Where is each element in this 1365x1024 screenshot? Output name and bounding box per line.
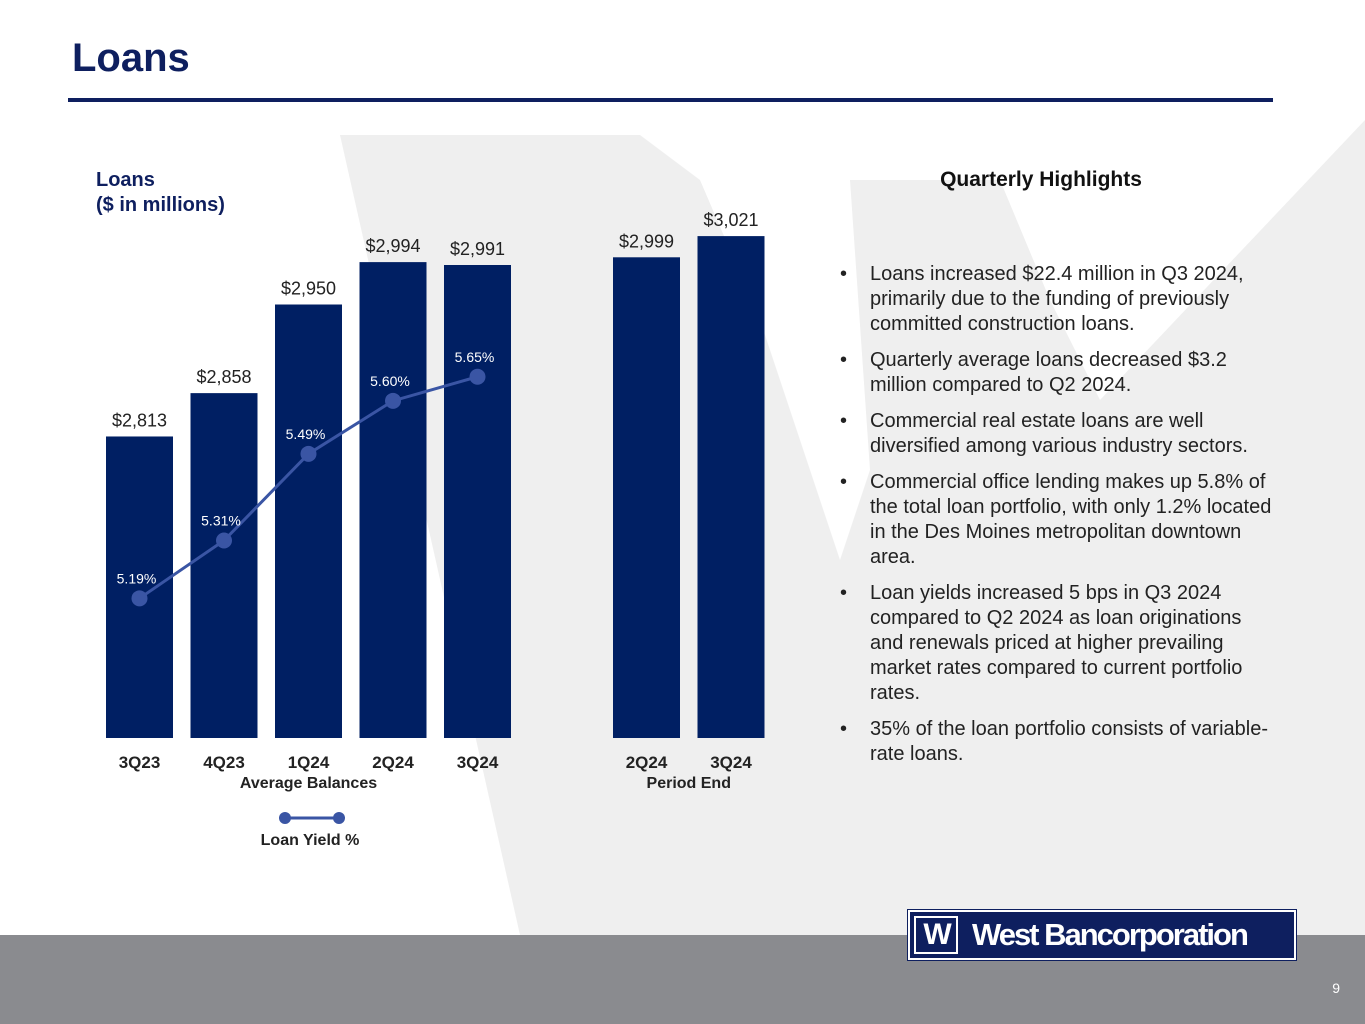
bar [190,393,258,738]
legend-marker [279,812,291,824]
highlight-item: Loan yields increased 5 bps in Q3 2024 c… [836,581,1276,706]
bar [359,262,427,738]
legend-label: Loan Yield % [261,832,360,849]
chart-title-line2: ($ in millions) [96,194,225,216]
company-logo: W West Bancorporation [907,909,1297,961]
bar-value-label: $2,858 [196,367,251,387]
bar [444,265,511,738]
logo-w-icon: W [914,916,958,954]
highlights-title: Quarterly Highlights [940,168,1142,191]
yield-point [385,392,401,409]
chart-title-line1: Loans [96,169,155,191]
yield-label: 5.60% [370,373,410,389]
yield-point [469,368,486,385]
category-tick-label: 2Q24 [372,753,414,772]
bar-value-label: $2,999 [619,231,674,251]
highlight-item: Commercial real estate loans are well di… [836,409,1276,459]
bar-value-label: $2,813 [112,410,167,430]
yield-point [131,590,148,607]
yield-label: 5.19% [117,570,157,586]
bar-value-label: $2,950 [281,279,336,299]
title-divider [68,98,1273,102]
legend-marker [333,812,345,824]
category-tick-label: 3Q24 [710,753,752,772]
group-label: Average Balances [240,775,377,792]
page-number: 9 [1332,980,1340,996]
yield-label: 5.49% [286,426,326,442]
bar-value-label: $2,991 [450,239,505,259]
bar-value-label: $3,021 [703,210,758,230]
category-tick-label: 3Q24 [457,753,499,772]
group-label: Period End [647,775,731,792]
yield-label: 5.31% [201,513,241,529]
highlight-item: 35% of the loan portfolio consists of va… [836,717,1276,767]
yield-point [300,445,317,462]
bar [613,257,680,738]
highlights-list: Loans increased $22.4 million in Q3 2024… [836,262,1276,778]
category-tick-label: 2Q24 [626,753,668,772]
bar [275,304,342,738]
highlight-item: Commercial office lending makes up 5.8% … [836,470,1276,570]
yield-point [216,532,232,549]
yield-label: 5.65% [455,349,495,365]
highlight-item: Quarterly average loans decreased $3.2 m… [836,348,1276,398]
bar [106,436,173,738]
highlight-item: Loans increased $22.4 million in Q3 2024… [836,262,1276,337]
bar [697,236,765,738]
category-tick-label: 1Q24 [288,753,330,772]
category-tick-label: 4Q23 [203,753,245,772]
chart-title: Loans ($ in millions) [96,168,225,218]
category-tick-label: 3Q23 [119,753,161,772]
logo-text: West Bancorporation [972,917,1249,952]
bar-value-label: $2,994 [365,236,420,256]
page-title: Loans [72,36,190,80]
